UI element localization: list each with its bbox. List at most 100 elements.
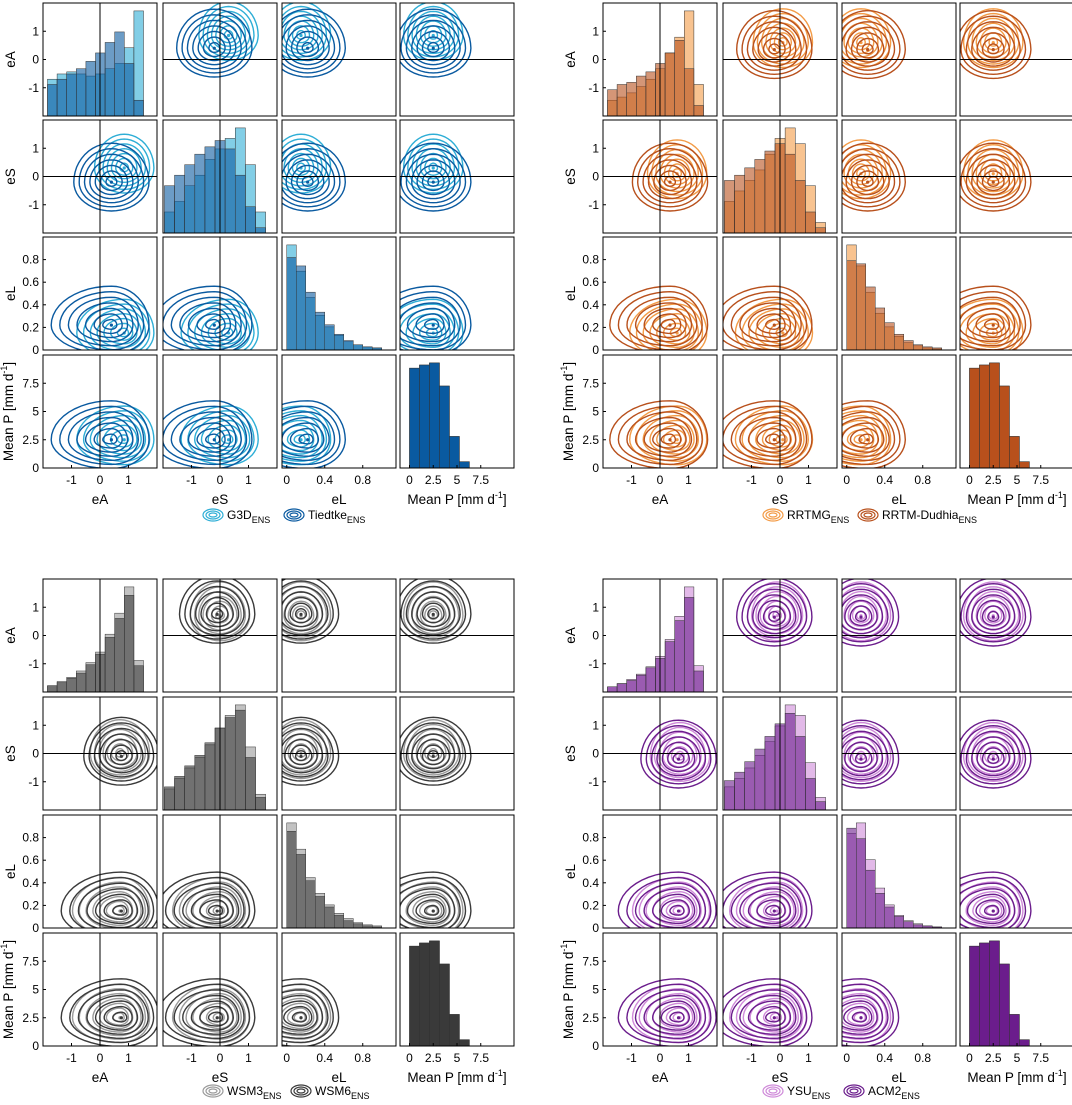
plot-area: [286, 244, 382, 350]
contour-line: [749, 890, 795, 927]
contour-line: [842, 579, 900, 647]
subplot-eS-eS: [162, 696, 278, 811]
contour-line: [842, 148, 883, 193]
y-tick-label: 0.8: [22, 253, 39, 267]
contour-line: [617, 405, 703, 466]
legend-ring: [208, 512, 218, 518]
hist-bar: [664, 641, 675, 692]
hist-bar: [164, 786, 175, 810]
plot-area: [43, 120, 157, 233]
hist-bar: [104, 637, 115, 692]
contour-line: [663, 158, 691, 186]
contour-line: [411, 591, 456, 632]
contour-line: [735, 9, 813, 80]
contour-line: [769, 905, 783, 916]
hist-bar: [979, 364, 990, 468]
x-tick-label: -1: [66, 473, 77, 487]
subplot-eA-P: [959, 578, 1072, 693]
contour-line: [730, 882, 802, 928]
plot-area: [617, 933, 717, 1046]
contour-line: [845, 159, 890, 200]
contour-line: [660, 318, 676, 331]
hist-bar: [875, 893, 885, 928]
contour-line: [960, 888, 1016, 928]
contour-line: [669, 1011, 685, 1023]
subplot-P-eL: 0 0.4 0.8 eL: [841, 932, 957, 1085]
hist-bar: [224, 148, 236, 233]
plot-area: [969, 940, 1030, 1046]
contour-line: [428, 610, 439, 620]
contour-peak: [431, 909, 435, 913]
x-tick-label: 2.5: [425, 1051, 442, 1065]
x-axis-label: eL: [331, 1070, 347, 1085]
contour-line: [850, 164, 885, 196]
y-axis-label: eL: [3, 286, 18, 302]
hist-bar: [245, 206, 256, 233]
contour-line: [187, 307, 232, 339]
contour-line: [400, 716, 472, 786]
contour-line: [842, 989, 889, 1040]
subplot-frame: [841, 2, 957, 117]
contour-line: [626, 296, 698, 347]
contour-line: [418, 322, 443, 341]
y-tick-label: 0.6: [582, 853, 599, 867]
contour-peak: [226, 438, 231, 442]
contour-line: [400, 298, 464, 350]
contour-line: [981, 170, 1005, 192]
contour-peak: [991, 757, 995, 761]
contour-line: [730, 296, 802, 347]
hist-bar: [626, 680, 637, 692]
hist-bar: [315, 311, 325, 350]
contour-line: [421, 744, 445, 766]
contour-line: [842, 15, 901, 76]
legend-label-1: WSM3ENS: [227, 1084, 282, 1101]
contour-line: [960, 9, 1032, 80]
y-axis-label: eS: [3, 168, 18, 185]
contour-line: [617, 290, 703, 350]
contour-line: [427, 607, 440, 620]
x-tick-label: 1: [805, 1051, 812, 1065]
contour-line: [283, 1005, 313, 1027]
contour-line: [282, 416, 330, 457]
contour-line: [960, 886, 1016, 928]
hist-bar: [903, 921, 914, 928]
contour-line: [979, 27, 1007, 55]
subplot-eA-eS: [162, 2, 278, 117]
contour-line: [643, 422, 687, 453]
contour-line: [842, 586, 888, 638]
legend-ring: [768, 512, 778, 518]
subplot-frame: [841, 578, 957, 693]
contour-line: [289, 602, 313, 624]
contour-line: [960, 882, 1021, 928]
x-tick-label: 0: [283, 1051, 290, 1065]
contour-line: [86, 994, 144, 1035]
contour-peak: [431, 323, 435, 327]
subplot-eS-eA: -1 0 1 eS: [563, 119, 718, 234]
contour-peak: [306, 46, 310, 50]
contour-line: [282, 716, 340, 786]
contour-line: [842, 414, 883, 459]
contour-line: [50, 400, 150, 468]
hist-bar: [194, 153, 206, 233]
subplot-eA-eL: [841, 2, 957, 117]
x-axis-label: eL: [891, 1070, 907, 1085]
subplot-eA-eA: -1 0 1 eA: [563, 578, 718, 693]
contour-line: [204, 433, 221, 445]
contour-line: [752, 594, 797, 635]
hist-bar: [459, 1039, 470, 1046]
contour-line: [112, 1011, 128, 1023]
x-tick-label: 1: [125, 473, 132, 487]
hist-bar: [409, 367, 420, 468]
contour-line: [965, 730, 1021, 781]
subplot-P-P: 0 2.5 5 7.5 Mean P [mm d-1]: [399, 354, 515, 507]
y-tick-label: -1: [28, 775, 39, 789]
hist-bar: [744, 167, 756, 233]
x-tick-label: -1: [66, 1051, 77, 1065]
x-tick-label: 0.4: [316, 473, 333, 487]
hist-bar: [693, 670, 704, 692]
hist-bar: [245, 757, 256, 810]
y-tick-label: 0.6: [22, 853, 39, 867]
contour-line: [660, 1005, 691, 1027]
contour-legend-icon: [843, 1084, 865, 1098]
contour-line: [638, 881, 707, 928]
